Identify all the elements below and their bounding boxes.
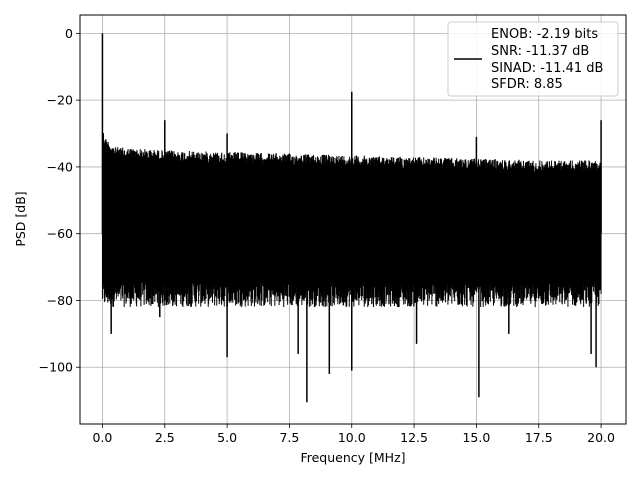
y-tick-label: −40: [47, 159, 73, 174]
x-tick-label: 17.5: [525, 430, 553, 445]
legend-enob: ENOB: -2.19 bits: [491, 27, 598, 42]
legend-sfdr: SFDR: 8.85: [491, 77, 563, 92]
x-axis-ticks: 0.0 2.5 5.0 7.5 10.0 12.5 15.0 17.5 20.0: [92, 424, 615, 445]
y-tick-label: −60: [47, 226, 73, 241]
legend: ENOB: -2.19 bits SNR: -11.37 dB SINAD: -…: [447, 21, 619, 97]
y-tick-label: 0: [65, 26, 73, 41]
x-tick-label: 5.0: [217, 430, 237, 445]
x-tick-label: 12.5: [400, 430, 428, 445]
plot-frame: [79, 14, 627, 425]
x-tick-label: 10.0: [338, 430, 366, 445]
legend-sinad: SINAD: -11.41 dB: [491, 61, 603, 76]
y-axis-ticks: 0 −20 −40 −60 −80 −100: [39, 26, 80, 375]
legend-box: [447, 21, 619, 97]
x-tick-label: 2.5: [155, 430, 175, 445]
x-tick-label: 0.0: [92, 430, 112, 445]
x-tick-label: 20.0: [587, 430, 615, 445]
y-tick-label: −80: [47, 293, 73, 308]
x-axis-label: Frequency [MHz]: [300, 450, 405, 465]
y-tick-label: −100: [39, 360, 73, 375]
y-tick-label: −20: [47, 93, 73, 108]
x-tick-label: 15.0: [462, 430, 490, 445]
x-tick-label: 7.5: [279, 430, 299, 445]
psd-series: [101, 33, 602, 403]
y-axis-label: PSD [dB]: [13, 191, 28, 246]
legend-snr: SNR: -11.37 dB: [491, 44, 589, 59]
